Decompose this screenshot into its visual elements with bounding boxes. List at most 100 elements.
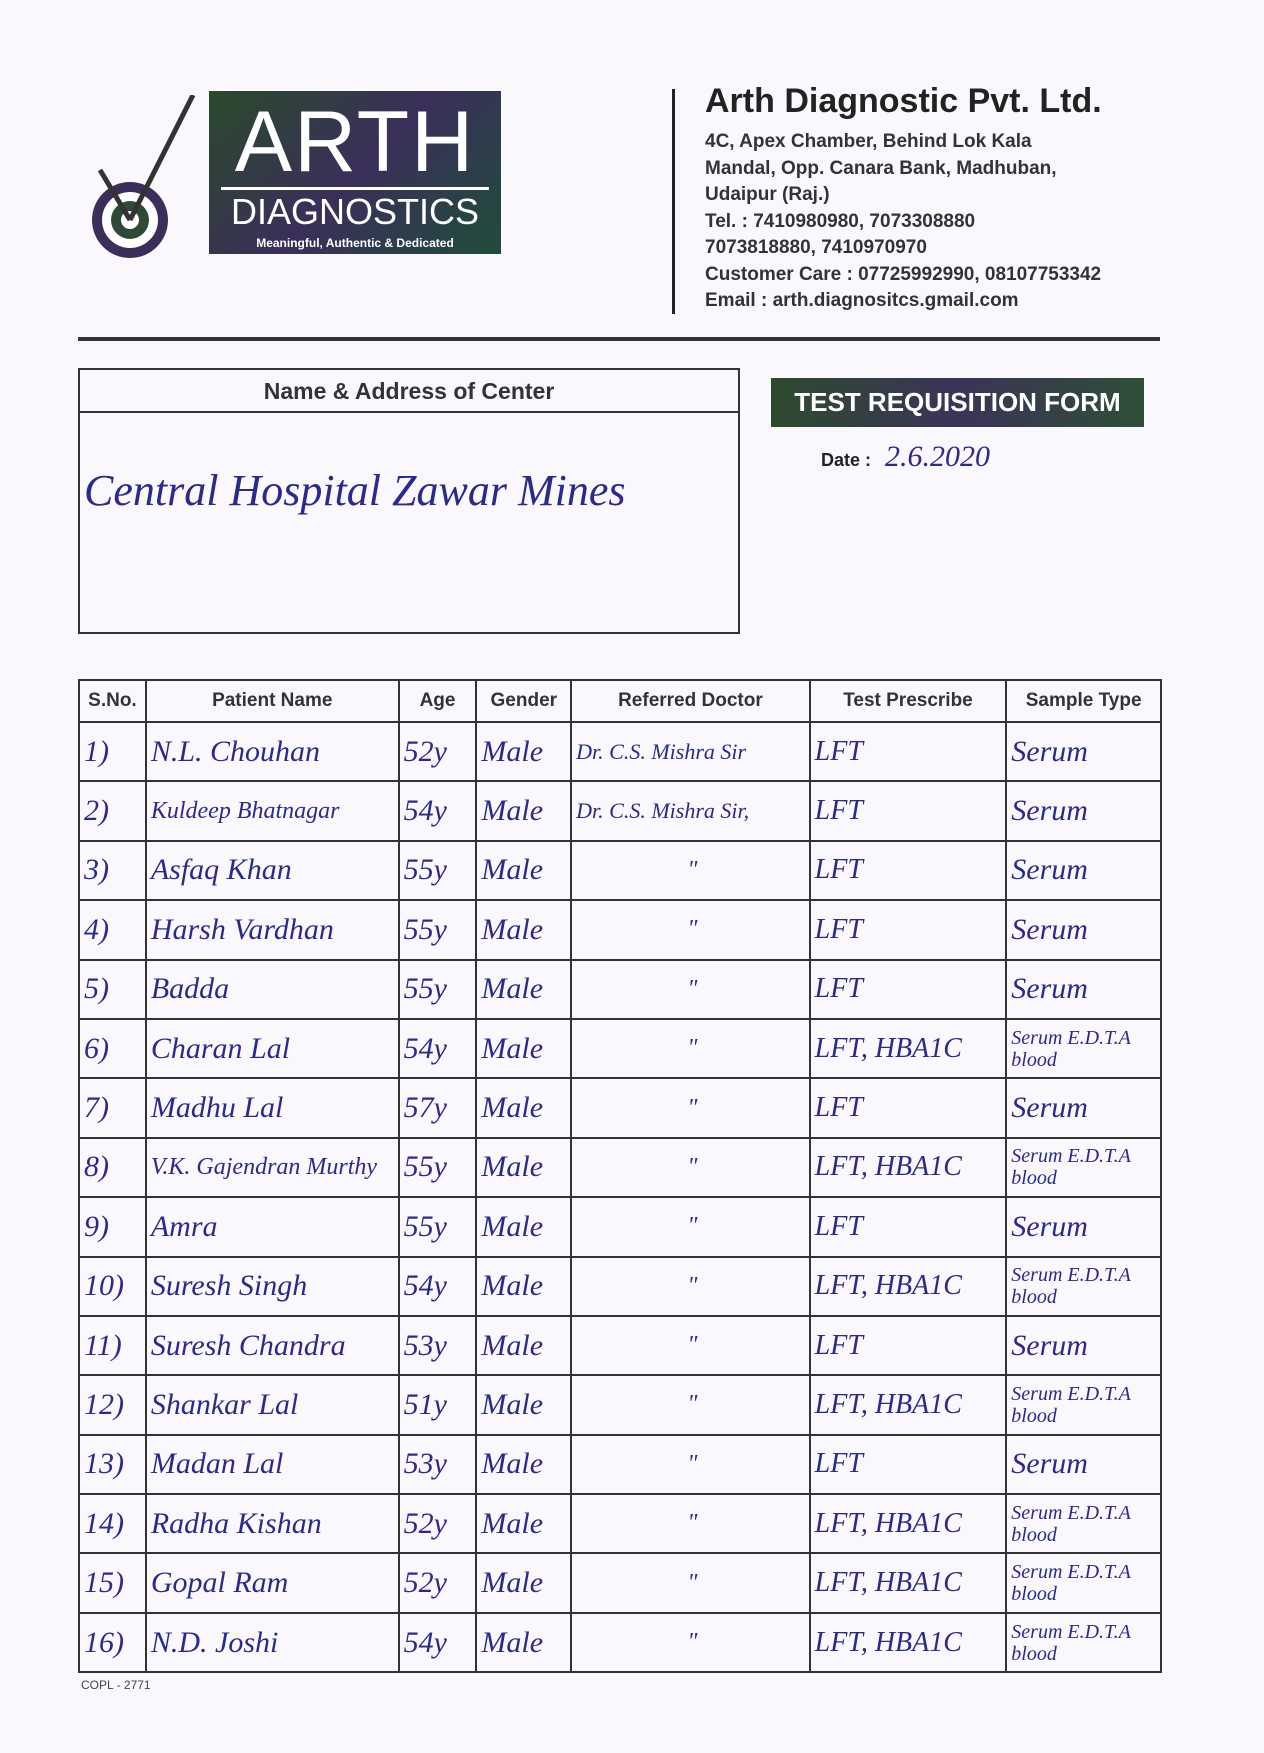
sample-cell: Serum <box>1005 720 1162 783</box>
table-row: 3) Asfaq Khan 55y Male " LFT Serum <box>78 839 1162 902</box>
sample-cell: Serum <box>1005 1433 1162 1496</box>
sample-cell: Serum <box>1005 1077 1162 1139</box>
column-header: Sample Type <box>1005 679 1162 723</box>
column-header: Age <box>397 679 478 723</box>
age-cell: 54y <box>397 1017 478 1080</box>
patient-name-cell: Suresh Singh <box>144 1255 400 1317</box>
address-line: Mandal, Opp. Canara Bank, Madhuban, <box>705 157 1057 179</box>
gender-cell: Male <box>475 1255 573 1317</box>
column-header: Patient Name <box>144 679 400 723</box>
serial-cell: 3) <box>78 839 147 902</box>
table-row: 9) Amra 55y Male " LFT Serum <box>78 1196 1162 1258</box>
date-field: Date : 2.6.2020 <box>821 440 990 474</box>
date-value: 2.6.2020 <box>885 440 991 473</box>
patient-name-cell: V.K. Gajendran Murthy <box>144 1136 400 1199</box>
age-cell: 55y <box>397 1196 478 1258</box>
doctor-cell: " <box>570 1374 811 1436</box>
age-cell: 51y <box>397 1374 478 1436</box>
age-cell: 55y <box>397 1136 478 1199</box>
serial-cell: 1) <box>78 720 147 783</box>
age-cell: 55y <box>397 839 478 902</box>
column-header: Referred Doctor <box>570 679 811 723</box>
doctor-cell: " <box>570 899 811 961</box>
doctor-cell: " <box>570 1433 811 1496</box>
logo-title: ARTH <box>234 94 476 190</box>
gender-cell: Male <box>475 1314 573 1377</box>
email: Email : arth.diagnositcs.gmail.com <box>705 290 1019 311</box>
doctor-cell: " <box>570 1611 811 1674</box>
sample-cell: Serum <box>1005 899 1162 961</box>
gender-cell: Male <box>475 720 573 783</box>
center-value: Central Hospital Zawar Mines <box>84 466 626 515</box>
center-box: Name & Address of Center Central Hospita… <box>78 368 740 634</box>
gender-cell: Male <box>475 1077 573 1139</box>
divider <box>672 89 675 314</box>
test-cell: LFT, HBA1C <box>808 1552 1008 1614</box>
patient-name-cell: Suresh Chandra <box>144 1314 400 1377</box>
serial-cell: 5) <box>78 958 147 1020</box>
serial-cell: 13) <box>78 1433 147 1496</box>
test-cell: LFT <box>808 899 1008 961</box>
serial-cell: 9) <box>78 1196 147 1258</box>
patient-name-cell: N.D. Joshi <box>144 1611 400 1674</box>
test-cell: LFT, HBA1C <box>808 1611 1008 1674</box>
logo-tagline: Meaningful, Authentic & Dedicated <box>256 236 454 250</box>
serial-cell: 12) <box>78 1374 147 1436</box>
company-info: Arth Diagnostic Pvt. Ltd. 4C, Apex Chamb… <box>705 82 1102 315</box>
gender-cell: Male <box>475 780 573 842</box>
sample-cell: Serum E.D.T.A blood <box>1005 1611 1162 1674</box>
table-row: 4) Harsh Vardhan 55y Male " LFT Serum <box>78 899 1162 961</box>
table-row: 16) N.D. Joshi 54y Male " LFT, HBA1C Serum E.D… <box>78 1611 1162 1674</box>
serial-cell: 6) <box>78 1017 147 1080</box>
test-cell: LFT <box>808 1077 1008 1139</box>
gender-cell: Male <box>475 1493 573 1555</box>
sample-cell: Serum E.D.T.A blood <box>1005 1255 1162 1317</box>
patient-name-cell: Amra <box>144 1196 400 1258</box>
column-header: S.No. <box>78 679 147 723</box>
table-row: 14) Radha Kishan 52y Male " LFT, HBA1C Serum E… <box>78 1493 1162 1555</box>
age-cell: 52y <box>397 1552 478 1614</box>
doctor-cell: " <box>570 1196 811 1258</box>
gender-cell: Male <box>475 1552 573 1614</box>
gender-cell: Male <box>475 1611 573 1674</box>
company-name: Arth Diagnostic Pvt. Ltd. <box>705 82 1102 120</box>
sample-cell: Serum E.D.T.A blood <box>1005 1552 1162 1614</box>
serial-cell: 10) <box>78 1255 147 1317</box>
doctor-cell: " <box>570 1077 811 1139</box>
age-cell: 54y <box>397 1255 478 1317</box>
brand-logo: ARTH DIAGNOSTICS Meaningful, Authentic &… <box>209 91 501 254</box>
gender-cell: Male <box>475 899 573 961</box>
age-cell: 55y <box>397 899 478 961</box>
table-row: 10) Suresh Singh 54y Male " LFT, HBA1C Serum E… <box>78 1255 1162 1317</box>
test-cell: LFT <box>808 1433 1008 1496</box>
address-line: 4C, Apex Chamber, Behind Lok Kala <box>705 131 1032 152</box>
patient-name-cell: Madhu Lal <box>144 1077 400 1139</box>
sample-cell: Serum E.D.T.A blood <box>1005 1017 1162 1080</box>
patient-name-cell: Harsh Vardhan <box>144 899 400 961</box>
patient-name-cell: Radha Kishan <box>144 1493 400 1555</box>
test-cell: LFT, HBA1C <box>808 1255 1008 1317</box>
patient-name-cell: Badda <box>144 958 400 1020</box>
customer-care: Customer Care : 07725992990, 08107753342 <box>705 263 1102 285</box>
patient-name-cell: Asfaq Khan <box>144 839 400 902</box>
table-row: 2) Kuldeep Bhatnagar 54y Male Dr. C.S. Mishr… <box>78 780 1162 842</box>
test-cell: LFT <box>808 839 1008 902</box>
sample-cell: Serum E.D.T.A blood <box>1005 1136 1162 1199</box>
test-cell: LFT, HBA1C <box>808 1017 1008 1080</box>
age-cell: 55y <box>397 958 478 1020</box>
phone-line: 7073818880, 7410970970 <box>705 237 927 258</box>
age-cell: 52y <box>397 1493 478 1555</box>
table-row: 11) Suresh Chandra 53y Male " LFT Serum <box>78 1314 1162 1377</box>
patient-name-cell: Shankar Lal <box>144 1374 400 1436</box>
serial-cell: 11) <box>78 1314 147 1377</box>
gender-cell: Male <box>475 1136 573 1199</box>
age-cell: 54y <box>397 780 478 842</box>
doctor-cell: " <box>570 1017 811 1080</box>
age-cell: 57y <box>397 1077 478 1139</box>
test-cell: LFT <box>808 1196 1008 1258</box>
logo-subtitle: DIAGNOSTICS <box>230 191 480 232</box>
sample-cell: Serum <box>1005 1314 1162 1377</box>
doctor-cell: " <box>570 1552 811 1614</box>
doctor-cell: " <box>570 1314 811 1377</box>
age-cell: 52y <box>397 720 478 783</box>
